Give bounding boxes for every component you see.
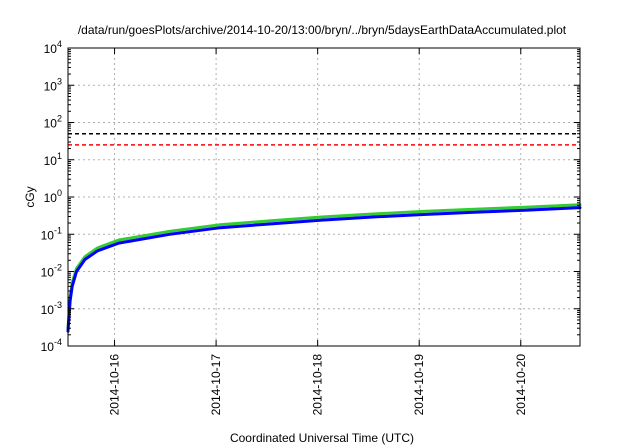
y-tick-label: 10-1 — [41, 225, 62, 242]
threshold-layer — [68, 132, 580, 146]
y-tick-base: 10 — [44, 42, 58, 56]
y-tick-exponent: -2 — [54, 263, 62, 273]
y-tick-base: 10 — [44, 191, 58, 205]
y-tick-exponent: 1 — [57, 151, 62, 161]
y-tick-base: 10 — [41, 228, 55, 242]
y-tick-base: 10 — [41, 266, 55, 280]
tick-layer: 10-410-310-210-11001011021031042014-10-1… — [41, 39, 580, 415]
grid-layer — [68, 48, 580, 346]
y-tick-base: 10 — [44, 117, 58, 131]
chart-title: /data/run/goesPlots/archive/2014-10-20/1… — [78, 23, 567, 37]
y-tick-exponent: -1 — [54, 225, 62, 235]
x-tick-label: 2014-10-16 — [108, 354, 122, 416]
y-tick-label: 10-2 — [41, 263, 62, 280]
y-tick-exponent: 2 — [57, 114, 62, 124]
series-line — [66, 206, 582, 333]
y-tick-base: 10 — [44, 154, 58, 168]
y-tick-base: 10 — [41, 340, 55, 354]
y-tick-exponent: -4 — [54, 337, 62, 347]
x-tick-label: 2014-10-17 — [209, 354, 223, 416]
x-tick-label: 2014-10-19 — [412, 354, 426, 416]
y-tick-label: 103 — [44, 76, 62, 93]
y-tick-label: 104 — [44, 39, 62, 56]
y-tick-label: 100 — [44, 188, 62, 205]
y-tick-exponent: -3 — [54, 300, 62, 310]
y-axis-title: cGy — [23, 186, 37, 207]
y-tick-base: 10 — [41, 303, 55, 317]
y-tick-exponent: 4 — [57, 39, 62, 49]
series-layer — [66, 203, 582, 333]
series-line — [66, 203, 582, 330]
y-tick-label: 102 — [44, 114, 62, 131]
y-tick-base: 10 — [44, 79, 58, 93]
y-tick-label: 10-4 — [41, 337, 62, 354]
y-tick-exponent: 0 — [57, 188, 62, 198]
x-tick-label: 2014-10-20 — [514, 354, 528, 416]
y-tick-label: 10-3 — [41, 300, 62, 317]
x-tick-label: 2014-10-18 — [311, 354, 325, 416]
y-tick-exponent: 3 — [57, 76, 62, 86]
x-axis-title: Coordinated Universal Time (UTC) — [230, 431, 414, 445]
y-tick-label: 101 — [44, 151, 62, 168]
